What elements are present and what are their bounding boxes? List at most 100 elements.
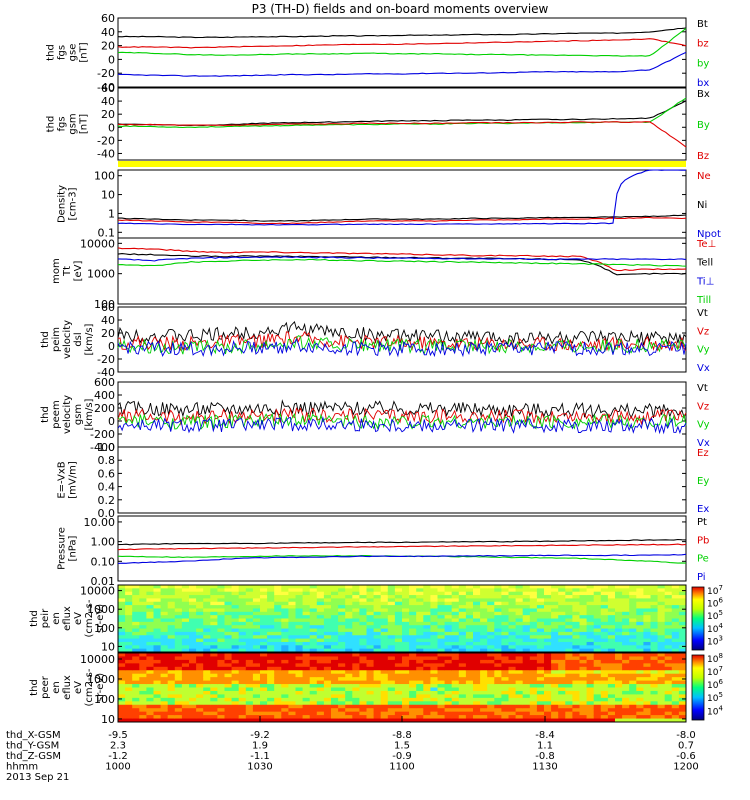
spectrogram-cell xyxy=(118,711,126,716)
spectrogram-cell xyxy=(160,638,169,643)
spectrogram-cell xyxy=(323,687,332,692)
spectrogram-cell xyxy=(600,701,609,706)
spectrogram-cell xyxy=(174,659,183,664)
spectrogram-cell xyxy=(409,638,417,643)
spectrogram-cell xyxy=(153,718,162,723)
spectrogram-cell xyxy=(515,659,524,664)
spectrogram-cell xyxy=(231,628,240,633)
spectrogram-cell xyxy=(231,605,240,609)
spectrogram-cell xyxy=(473,666,481,671)
spectrogram-cell xyxy=(501,680,509,685)
y-axis-label: en xyxy=(51,681,62,694)
spectrogram-cell xyxy=(465,687,474,692)
spectrogram-cell xyxy=(615,625,623,630)
spectrogram-cell xyxy=(345,628,353,633)
spectrogram-cell xyxy=(657,618,666,623)
spectrogram-cell xyxy=(629,615,637,619)
spectrogram-cell xyxy=(508,666,517,671)
spectrogram-cell xyxy=(572,653,580,657)
spectrogram-cell xyxy=(643,611,651,616)
spectrogram-cell xyxy=(593,718,602,723)
spectrogram-cell xyxy=(465,641,474,646)
spectrogram-cell xyxy=(586,659,595,664)
spectrogram-cell xyxy=(671,708,680,713)
spectrogram-cell xyxy=(416,670,424,675)
spectrogram-cell xyxy=(366,677,375,682)
spectrogram-cell xyxy=(345,677,353,682)
spectrogram-cell xyxy=(643,704,651,709)
spectrogram-cell xyxy=(572,670,580,675)
spectrogram-cell xyxy=(579,628,588,633)
spectrogram-cell xyxy=(217,648,225,653)
spectrogram-cell xyxy=(295,670,304,675)
spectrogram-cell xyxy=(487,628,495,633)
spectrogram-cell xyxy=(309,618,318,623)
spectrogram-cell xyxy=(245,694,254,699)
spectrogram-cell xyxy=(366,670,375,675)
spectrogram-cell xyxy=(380,595,389,599)
spectrogram-cell xyxy=(302,715,311,720)
spectrogram-cell xyxy=(394,687,403,692)
spectrogram-cell xyxy=(295,585,304,589)
spectrogram-cell xyxy=(487,611,495,616)
spectrogram-cell xyxy=(487,585,495,589)
spectrogram-cell xyxy=(671,595,680,599)
spectrogram-cell xyxy=(345,645,353,650)
spectrogram-cell xyxy=(338,625,346,630)
spectrogram-cell xyxy=(167,687,176,692)
spectrogram-cell xyxy=(529,708,538,713)
spectrogram-cell xyxy=(167,628,176,633)
spectrogram-cell xyxy=(544,680,552,685)
spectrogram-cell xyxy=(260,625,268,630)
spectrogram-cell xyxy=(118,684,126,688)
spectrogram-cell xyxy=(196,645,204,650)
spectrogram-cell xyxy=(331,687,339,692)
spectrogram-cell xyxy=(636,673,644,678)
y-tick-label: -400 xyxy=(90,441,115,454)
spectrogram-cell xyxy=(132,715,140,720)
spectrogram-cell xyxy=(203,635,211,640)
spectrogram-cell xyxy=(416,598,424,603)
spectrogram-cell xyxy=(671,694,680,699)
legend-label: bx xyxy=(697,78,709,89)
spectrogram-cell xyxy=(437,708,446,713)
spectrogram-cell xyxy=(615,673,623,678)
spectrogram-cell xyxy=(302,687,311,692)
spectrogram-cell xyxy=(480,670,488,675)
y-axis-label: (cm2-s- xyxy=(84,599,95,637)
spectrogram-cell xyxy=(274,588,282,593)
spectrogram-cell xyxy=(295,715,304,720)
spectrogram-cell xyxy=(586,595,595,599)
spectrogram-cell xyxy=(536,595,545,599)
spectrogram-cell xyxy=(139,677,147,682)
spectrogram-cell xyxy=(657,591,666,596)
spectrogram-cell xyxy=(274,704,282,709)
spectrogram-cell xyxy=(245,677,254,682)
spectrogram-cell xyxy=(522,625,531,630)
spectrogram-cell xyxy=(260,715,268,720)
spectrogram-cell xyxy=(430,635,438,640)
spectrogram-cell xyxy=(423,694,431,699)
spectrogram-cell xyxy=(309,585,318,589)
spectrogram-cell xyxy=(167,618,176,623)
spectrogram-cell xyxy=(430,690,438,695)
spectrogram-cell xyxy=(181,635,190,640)
spectrogram-cell xyxy=(267,628,275,633)
spectrogram-cell xyxy=(139,666,147,671)
spectrogram-cell xyxy=(295,608,304,613)
spectrogram-cell xyxy=(167,605,176,609)
spectrogram-cell xyxy=(352,653,360,657)
spectrogram-cell xyxy=(636,711,644,716)
spectrogram-cell xyxy=(380,653,389,657)
spectrogram-cell xyxy=(551,711,559,716)
spectrogram-cell xyxy=(416,635,424,640)
spectrogram-cell xyxy=(615,611,623,616)
spectrogram-cell xyxy=(231,684,240,688)
spectrogram-cell xyxy=(501,621,509,626)
spectrogram-cell xyxy=(416,615,424,619)
spectrogram-cell xyxy=(288,659,296,664)
y-axis-label: sr-eV) xyxy=(95,604,106,633)
spectrogram-cell xyxy=(281,666,289,671)
spectrogram-cell xyxy=(174,690,183,695)
